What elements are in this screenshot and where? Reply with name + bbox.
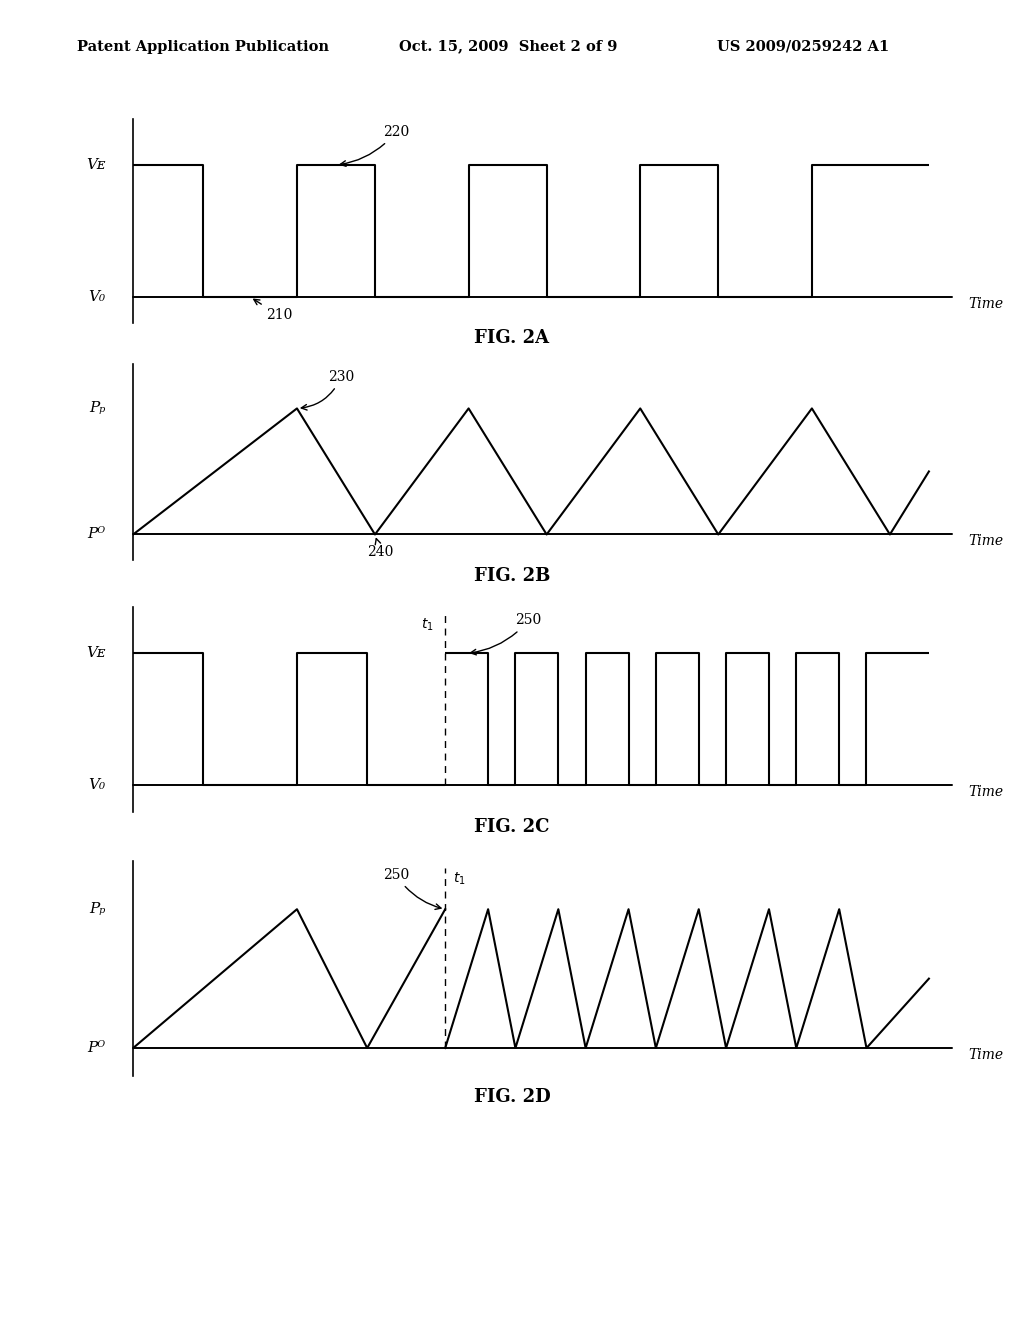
Text: 220: 220	[340, 125, 409, 166]
Text: Oct. 15, 2009  Sheet 2 of 9: Oct. 15, 2009 Sheet 2 of 9	[399, 40, 617, 54]
Text: Time: Time	[968, 1048, 1004, 1063]
Text: 210: 210	[254, 300, 292, 322]
Text: 230: 230	[301, 370, 354, 411]
Text: Time: Time	[968, 785, 1004, 799]
Text: FIG. 2B: FIG. 2B	[474, 566, 550, 585]
Text: $t_1$: $t_1$	[421, 616, 433, 632]
Text: 250: 250	[471, 614, 542, 655]
Text: FIG. 2D: FIG. 2D	[474, 1088, 550, 1106]
Text: Vᴇ: Vᴇ	[86, 158, 105, 172]
Text: Patent Application Publication: Patent Application Publication	[77, 40, 329, 54]
Text: FIG. 2A: FIG. 2A	[474, 329, 550, 347]
Text: 240: 240	[368, 539, 393, 558]
Text: Vᴇ: Vᴇ	[86, 647, 105, 660]
Text: US 2009/0259242 A1: US 2009/0259242 A1	[717, 40, 889, 54]
Text: 250: 250	[383, 867, 441, 909]
Text: Pᴼ: Pᴼ	[88, 1041, 105, 1055]
Text: V₀: V₀	[89, 779, 105, 792]
Text: V₀: V₀	[89, 290, 105, 304]
Text: $t_1$: $t_1$	[453, 870, 466, 887]
Text: Time: Time	[968, 533, 1004, 548]
Text: FIG. 2C: FIG. 2C	[474, 817, 550, 836]
Text: Pₚ: Pₚ	[89, 401, 105, 416]
Text: Pᴼ: Pᴼ	[88, 528, 105, 541]
Text: Pₚ: Pₚ	[89, 903, 105, 916]
Text: Time: Time	[968, 297, 1004, 310]
